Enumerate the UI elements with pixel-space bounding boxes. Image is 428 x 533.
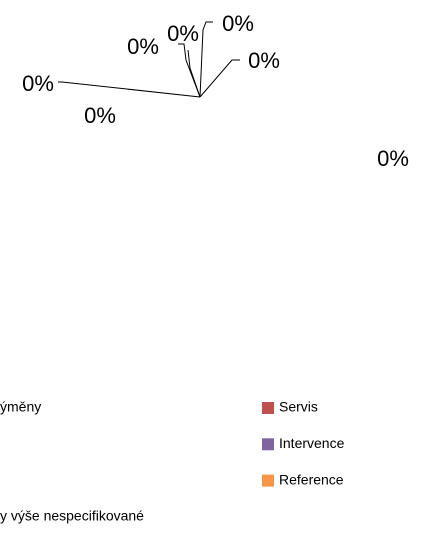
data-label: 0%: [222, 11, 254, 36]
legend-swatch: [262, 474, 274, 487]
leader-line: [187, 49, 201, 98]
leader-line: [199, 21, 213, 98]
data-label: 0%: [377, 146, 409, 171]
legend-label: Intervence: [279, 435, 345, 451]
data-label: 0%: [248, 48, 280, 73]
leader-lines: [58, 21, 240, 98]
data-label: 0%: [22, 71, 54, 96]
data-label: 0%: [167, 21, 199, 46]
leader-line: [199, 59, 240, 98]
legend-swatch: [262, 438, 274, 451]
legend-label: ýměny: [0, 399, 41, 415]
legend-label: y výše nespecifikované: [0, 508, 144, 524]
leader-line: [178, 43, 201, 98]
data-label: 0%: [127, 34, 159, 59]
leader-line: [58, 81, 201, 98]
legend-label: Reference: [279, 471, 344, 487]
legend-swatch: [262, 402, 274, 414]
legend-label: Servis: [279, 399, 318, 415]
data-label: 0%: [84, 103, 116, 128]
